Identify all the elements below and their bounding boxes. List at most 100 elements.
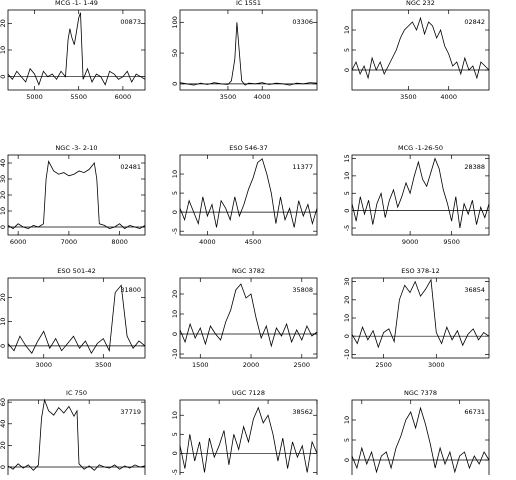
spectrum-line — [7, 12, 146, 86]
y-tick-label: -10 — [171, 349, 179, 360]
panel-title: NGC 232 — [406, 0, 435, 7]
y-tick-label: 20 — [0, 19, 7, 27]
y-tick-label: 10 — [343, 172, 351, 180]
panel-id-label: 35808 — [292, 286, 313, 294]
y-tick-label: 0 — [343, 334, 351, 338]
spectrum-panel: MCG -1-26-50 28388 9000 9500 -5 0 5 10 15 — [343, 144, 490, 246]
y-tick-label: 10 — [0, 207, 7, 215]
panel-title: ESO 378-12 — [401, 267, 439, 275]
panel-title: IC 750 — [66, 389, 87, 397]
spectrum-line — [351, 406, 490, 474]
y-tick-label: 10 — [171, 170, 179, 178]
x-tick-label: 3000 — [428, 361, 445, 369]
panel-title: ESO 501-42 — [57, 267, 95, 275]
y-tick-label: 10 — [343, 26, 351, 34]
spectrum-line — [7, 160, 146, 230]
y-tick-label: 10 — [171, 310, 179, 318]
y-tick-label: -5 — [343, 225, 351, 231]
x-tick-label: 2500 — [294, 361, 311, 369]
panel-id-label: 11377 — [292, 163, 313, 171]
panel-title: NGC 3782 — [232, 267, 265, 275]
plot-frame — [7, 399, 146, 480]
y-tick-label: 20 — [171, 290, 179, 298]
panel-id-label: 02842 — [464, 18, 485, 26]
panel-id-label: 66731 — [464, 408, 485, 416]
y-tick-label: 30 — [0, 175, 7, 183]
spectrum-line — [7, 398, 146, 471]
x-tick-label: 3500 — [220, 93, 237, 101]
y-tick-label: -10 — [343, 349, 351, 360]
y-tick-label: 20 — [0, 191, 7, 199]
spectrum-line — [179, 158, 318, 228]
y-tick-label: 0 — [0, 225, 7, 229]
x-tick-label: 9500 — [443, 238, 460, 246]
spectrum-panel: NGC 232 02842 3500 4000 0 5 10 — [343, 0, 490, 101]
y-tick-label: 40 — [0, 159, 7, 167]
x-tick-label: 4500 — [245, 238, 262, 246]
plot-frame — [179, 154, 318, 236]
spectrum-line — [351, 16, 490, 80]
y-tick-label: 0 — [0, 75, 7, 79]
y-tick-label: 60 — [0, 398, 7, 406]
plot-frame — [179, 399, 318, 480]
x-tick-label: 7000 — [61, 238, 78, 246]
plot-frame — [351, 154, 490, 236]
spectrum-panel: NGC 7378667312000250030000510 — [343, 389, 490, 480]
x-tick-label: 4000 — [440, 93, 457, 101]
panel-title: NGC -3- 2-10 — [55, 144, 97, 152]
spectrum-line — [351, 157, 490, 229]
y-tick-label: 0 — [171, 451, 179, 455]
spectrum-panel: ESO 378-12 36854 2500 3000 -10 0 10 20 30 — [343, 267, 490, 369]
y-tick-label: 30 — [343, 277, 351, 285]
x-tick-label: 8000 — [111, 238, 128, 246]
panel-title: NGC 7378 — [404, 389, 437, 397]
y-tick-label: 10 — [343, 314, 351, 322]
y-tick-label: 20 — [0, 293, 7, 301]
x-tick-label: 5500 — [70, 93, 87, 101]
panel-title: MCG -1-26-50 — [398, 144, 443, 152]
panel-id-label: 28388 — [464, 163, 485, 171]
y-tick-label: 0 — [171, 332, 179, 336]
spectrum-panel: MCG -1- 1-49 00873 5000 5500 6000 0 10 20 — [0, 0, 146, 101]
x-tick-label: 6000 — [115, 93, 132, 101]
spectrum-line — [7, 284, 146, 355]
x-tick-label: 5000 — [26, 93, 43, 101]
x-tick-label: 2500 — [375, 361, 392, 369]
y-tick-label: 0 — [343, 209, 351, 213]
plot-frame — [179, 9, 318, 91]
y-tick-label: 5 — [171, 191, 179, 195]
y-tick-label: 40 — [0, 420, 7, 428]
x-tick-label: 3000 — [35, 361, 52, 369]
x-tick-label: 4000 — [254, 93, 271, 101]
spectrum-panel: NGC -3- 2-10 02481 6000 7000 8000 0 10 20 30 40 — [0, 144, 146, 246]
panel-id-label: 38562 — [292, 408, 313, 416]
x-tick-label: 9000 — [402, 238, 419, 246]
y-tick-label: 5 — [343, 48, 351, 52]
y-tick-label: 10 — [343, 416, 351, 424]
spectrum-panel: IC 1551 03306 3500 4000 0 50 100 — [171, 0, 318, 101]
spectrum-panel: IC 7503771950010000204060 — [0, 389, 146, 480]
y-tick-label: 0 — [171, 210, 179, 214]
plot-frame — [179, 277, 318, 359]
y-tick-label: 50 — [171, 49, 179, 57]
y-tick-label: 0 — [343, 458, 351, 462]
spectrum-line — [351, 278, 490, 349]
x-tick-label: 3500 — [95, 361, 112, 369]
y-tick-label: 15 — [343, 154, 351, 162]
panel-title: IC 1551 — [236, 0, 261, 7]
panel-title: ESO 546-37 — [229, 144, 267, 152]
y-tick-label: 20 — [0, 441, 7, 449]
x-tick-label: 2000 — [243, 361, 260, 369]
x-tick-label: 4000 — [199, 238, 216, 246]
y-tick-label: 10 — [0, 46, 7, 54]
panel-id-label: 36854 — [464, 286, 485, 294]
spectrum-panel: ESO 501-42 31800 3000 3500 0 10 20 — [0, 267, 146, 369]
panel-id-label: 31800 — [120, 286, 141, 294]
y-tick-label: 5 — [343, 438, 351, 442]
y-tick-label: 100 — [171, 16, 179, 28]
panel-id-label: 02481 — [120, 163, 141, 171]
spectrum-line — [179, 22, 318, 86]
panel-title: UGC 7128 — [232, 389, 265, 397]
